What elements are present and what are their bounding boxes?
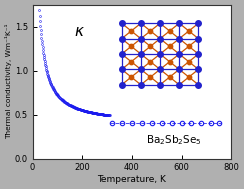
Text: Ba$_2$Sb$_2$Se$_5$: Ba$_2$Sb$_2$Se$_5$ [146, 133, 202, 147]
Y-axis label: Thermal conductivity, Wm⁻¹K⁻¹: Thermal conductivity, Wm⁻¹K⁻¹ [5, 24, 12, 139]
Text: $\kappa$: $\kappa$ [74, 25, 85, 39]
X-axis label: Temperature, K: Temperature, K [97, 175, 166, 184]
